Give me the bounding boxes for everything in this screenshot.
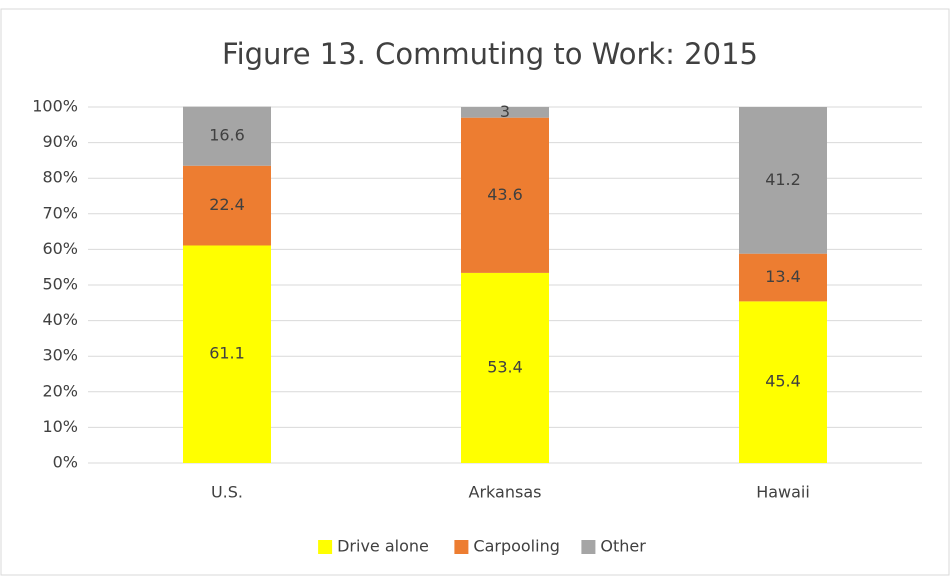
bar-segment — [183, 165, 271, 246]
y-tick-label: 70% — [42, 203, 78, 222]
data-label: 3 — [500, 102, 510, 121]
bar-segment — [461, 117, 549, 273]
chart-title: Figure 13. Commuting to Work: 2015 — [222, 37, 758, 71]
data-label: 45.4 — [765, 372, 801, 391]
y-tick-label: 60% — [42, 239, 78, 258]
data-label: 41.2 — [765, 170, 801, 189]
bar-segment — [461, 107, 549, 118]
legend-label: Drive alone — [337, 537, 429, 556]
data-label: 13.4 — [765, 267, 801, 286]
y-tick-label: 10% — [42, 417, 78, 436]
y-tick-label: 20% — [42, 381, 78, 400]
data-label: 61.1 — [209, 344, 245, 363]
x-tick-label: Hawaii — [756, 483, 810, 502]
bar-segment — [183, 245, 271, 463]
legend-swatch — [318, 540, 333, 554]
bar-segment — [461, 272, 549, 463]
bar-segment — [739, 301, 827, 463]
legend-label: Other — [600, 537, 646, 556]
legend-swatch — [581, 540, 596, 554]
x-tick-label: Arkansas — [469, 483, 542, 502]
y-tick-label: 40% — [42, 310, 78, 329]
data-label: 16.6 — [209, 126, 245, 145]
y-tick-label: 90% — [42, 132, 78, 151]
bar-segment — [183, 106, 271, 166]
y-tick-label: 0% — [53, 453, 78, 472]
data-label: 43.6 — [487, 185, 523, 204]
x-tick-label: U.S. — [211, 483, 243, 502]
legend-swatch — [454, 540, 469, 554]
data-label: 53.4 — [487, 357, 523, 376]
bar-segment — [739, 107, 827, 254]
y-tick-label: 80% — [42, 168, 78, 187]
y-tick-label: 100% — [32, 97, 78, 116]
data-label: 22.4 — [209, 195, 245, 214]
y-tick-label: 30% — [42, 346, 78, 365]
y-tick-label: 50% — [42, 275, 78, 294]
bar-segment — [739, 253, 827, 302]
legend-label: Carpooling — [473, 537, 559, 556]
